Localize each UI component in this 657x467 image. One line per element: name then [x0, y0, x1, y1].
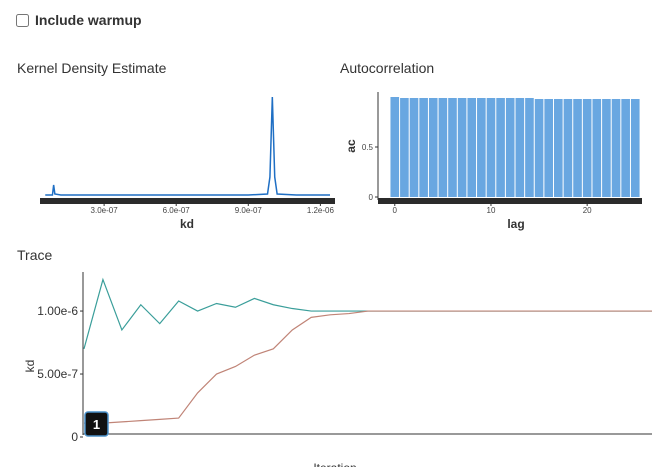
x-axis-title: Iteration — [313, 461, 356, 467]
trace-line — [84, 310, 652, 424]
chart-title: Trace — [17, 247, 52, 263]
bar — [621, 99, 630, 197]
bar — [390, 97, 400, 197]
badge-box — [84, 411, 109, 437]
bar — [438, 98, 448, 197]
x-tick-label: 0 — [393, 206, 398, 215]
x-tick-label: 3.0e-07 — [91, 206, 119, 215]
x-tick-label: 9.0e-07 — [235, 206, 263, 215]
y-axis-title: ac — [344, 139, 358, 153]
bar — [553, 99, 563, 197]
x-tick-label: 6.0e-07 — [163, 206, 191, 215]
y-tick-label: 1.00e-6 — [37, 304, 78, 318]
warmup-checkbox[interactable]: Include warmup — [16, 12, 142, 28]
bar — [563, 99, 573, 197]
bar — [630, 99, 640, 197]
y-tick-label: 0.5 — [362, 143, 374, 152]
bar — [515, 98, 525, 197]
bar — [477, 98, 486, 197]
chart-title: Kernel Density Estimate — [17, 60, 167, 76]
badge-label: 1 — [93, 417, 100, 432]
x-axis-band — [40, 198, 335, 204]
bar — [582, 99, 592, 197]
checkbox-label: Include warmup — [35, 12, 142, 28]
x-axis-title: lag — [507, 217, 524, 231]
trace-line — [83, 277, 652, 349]
bar — [419, 98, 428, 197]
y-tick-label: 0 — [71, 430, 78, 444]
bar — [448, 98, 457, 197]
bar — [611, 99, 621, 197]
bar — [409, 98, 419, 197]
bar — [486, 98, 496, 197]
checkbox[interactable] — [16, 13, 29, 27]
bar — [534, 99, 544, 197]
x-tick-label: 10 — [487, 206, 496, 215]
y-tick-label: 5.00e-7 — [37, 367, 78, 381]
bar — [428, 98, 438, 197]
bar — [525, 98, 534, 197]
bar — [457, 98, 467, 197]
bar — [592, 99, 602, 197]
x-axis-title: kd — [180, 217, 194, 231]
bar — [467, 98, 477, 197]
bar — [505, 98, 515, 197]
bar — [602, 99, 611, 197]
x-tick-label: 20 — [583, 206, 592, 215]
x-axis-band — [378, 198, 642, 204]
density-line — [45, 96, 330, 196]
bar — [573, 99, 582, 197]
y-axis-title: kd — [23, 360, 37, 373]
bar — [496, 98, 505, 197]
x-tick-label: 1.2e-06 — [307, 206, 335, 215]
bar — [544, 99, 553, 197]
bar — [400, 98, 409, 197]
y-tick-label: 0 — [369, 193, 374, 202]
chart-title: Autocorrelation — [340, 60, 434, 76]
